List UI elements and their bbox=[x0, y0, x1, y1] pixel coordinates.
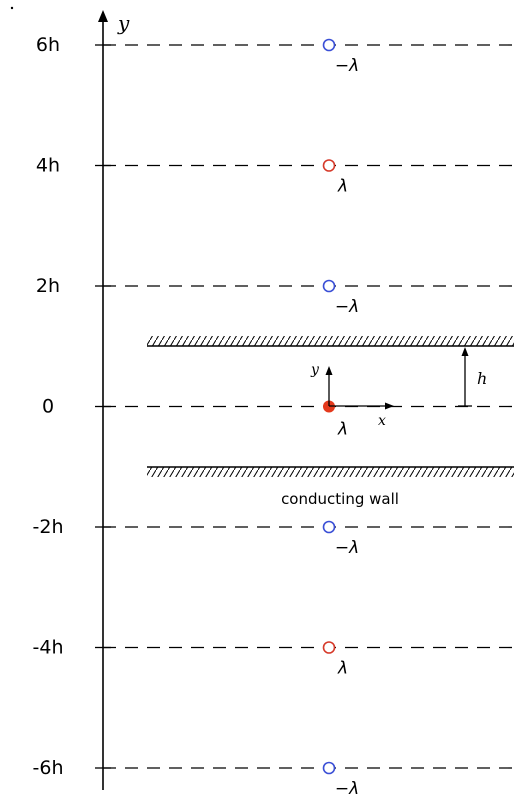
local-y-arrowhead bbox=[326, 366, 333, 375]
positive-image-charge-marker bbox=[324, 160, 335, 171]
height-label: h bbox=[477, 369, 487, 388]
charge-label: −λ bbox=[335, 56, 359, 76]
y-axis-label: y bbox=[117, 11, 130, 35]
level-label: -6h bbox=[33, 757, 64, 779]
level-label: -4h bbox=[33, 637, 64, 659]
wall-label: conducting wall bbox=[281, 490, 399, 508]
negative-image-charge-marker bbox=[324, 763, 335, 774]
lower-wall: conducting wall bbox=[147, 467, 514, 508]
y-axis: y bbox=[98, 10, 130, 790]
charge-label: λ bbox=[337, 177, 348, 197]
negative-image-charge-marker bbox=[324, 522, 335, 533]
local-y-label: y bbox=[310, 362, 320, 378]
local-x-arrowhead bbox=[385, 403, 394, 410]
levels-group: 6h −λ 4h λ 2h −λ 0 λ -2h −λ -4h λ -6h −λ bbox=[33, 34, 514, 798]
level-label: 6h bbox=[36, 34, 60, 56]
local-x-label: x bbox=[378, 413, 386, 429]
height-marker: h bbox=[458, 347, 487, 406]
lower-wall-hatching bbox=[147, 467, 514, 477]
level-label: -2h bbox=[33, 516, 64, 538]
upper-wall bbox=[147, 336, 514, 346]
level-label: 4h bbox=[36, 155, 60, 177]
local-axes: y x bbox=[310, 362, 394, 429]
level-label: 2h bbox=[36, 275, 60, 297]
charge-label: λ bbox=[337, 420, 348, 440]
height-arrowhead bbox=[462, 347, 469, 356]
charge-label: λ bbox=[337, 659, 348, 679]
charge-label: −λ bbox=[335, 297, 359, 317]
positive-image-charge-marker bbox=[324, 642, 335, 653]
charge-label: −λ bbox=[335, 779, 359, 798]
negative-image-charge-marker bbox=[324, 281, 335, 292]
stray-dot bbox=[11, 7, 13, 9]
upper-wall-hatching bbox=[147, 336, 514, 346]
y-axis-arrowhead bbox=[98, 10, 108, 22]
level-label: 0 bbox=[42, 396, 54, 418]
negative-image-charge-marker bbox=[324, 40, 335, 51]
charge-label: −λ bbox=[335, 538, 359, 558]
